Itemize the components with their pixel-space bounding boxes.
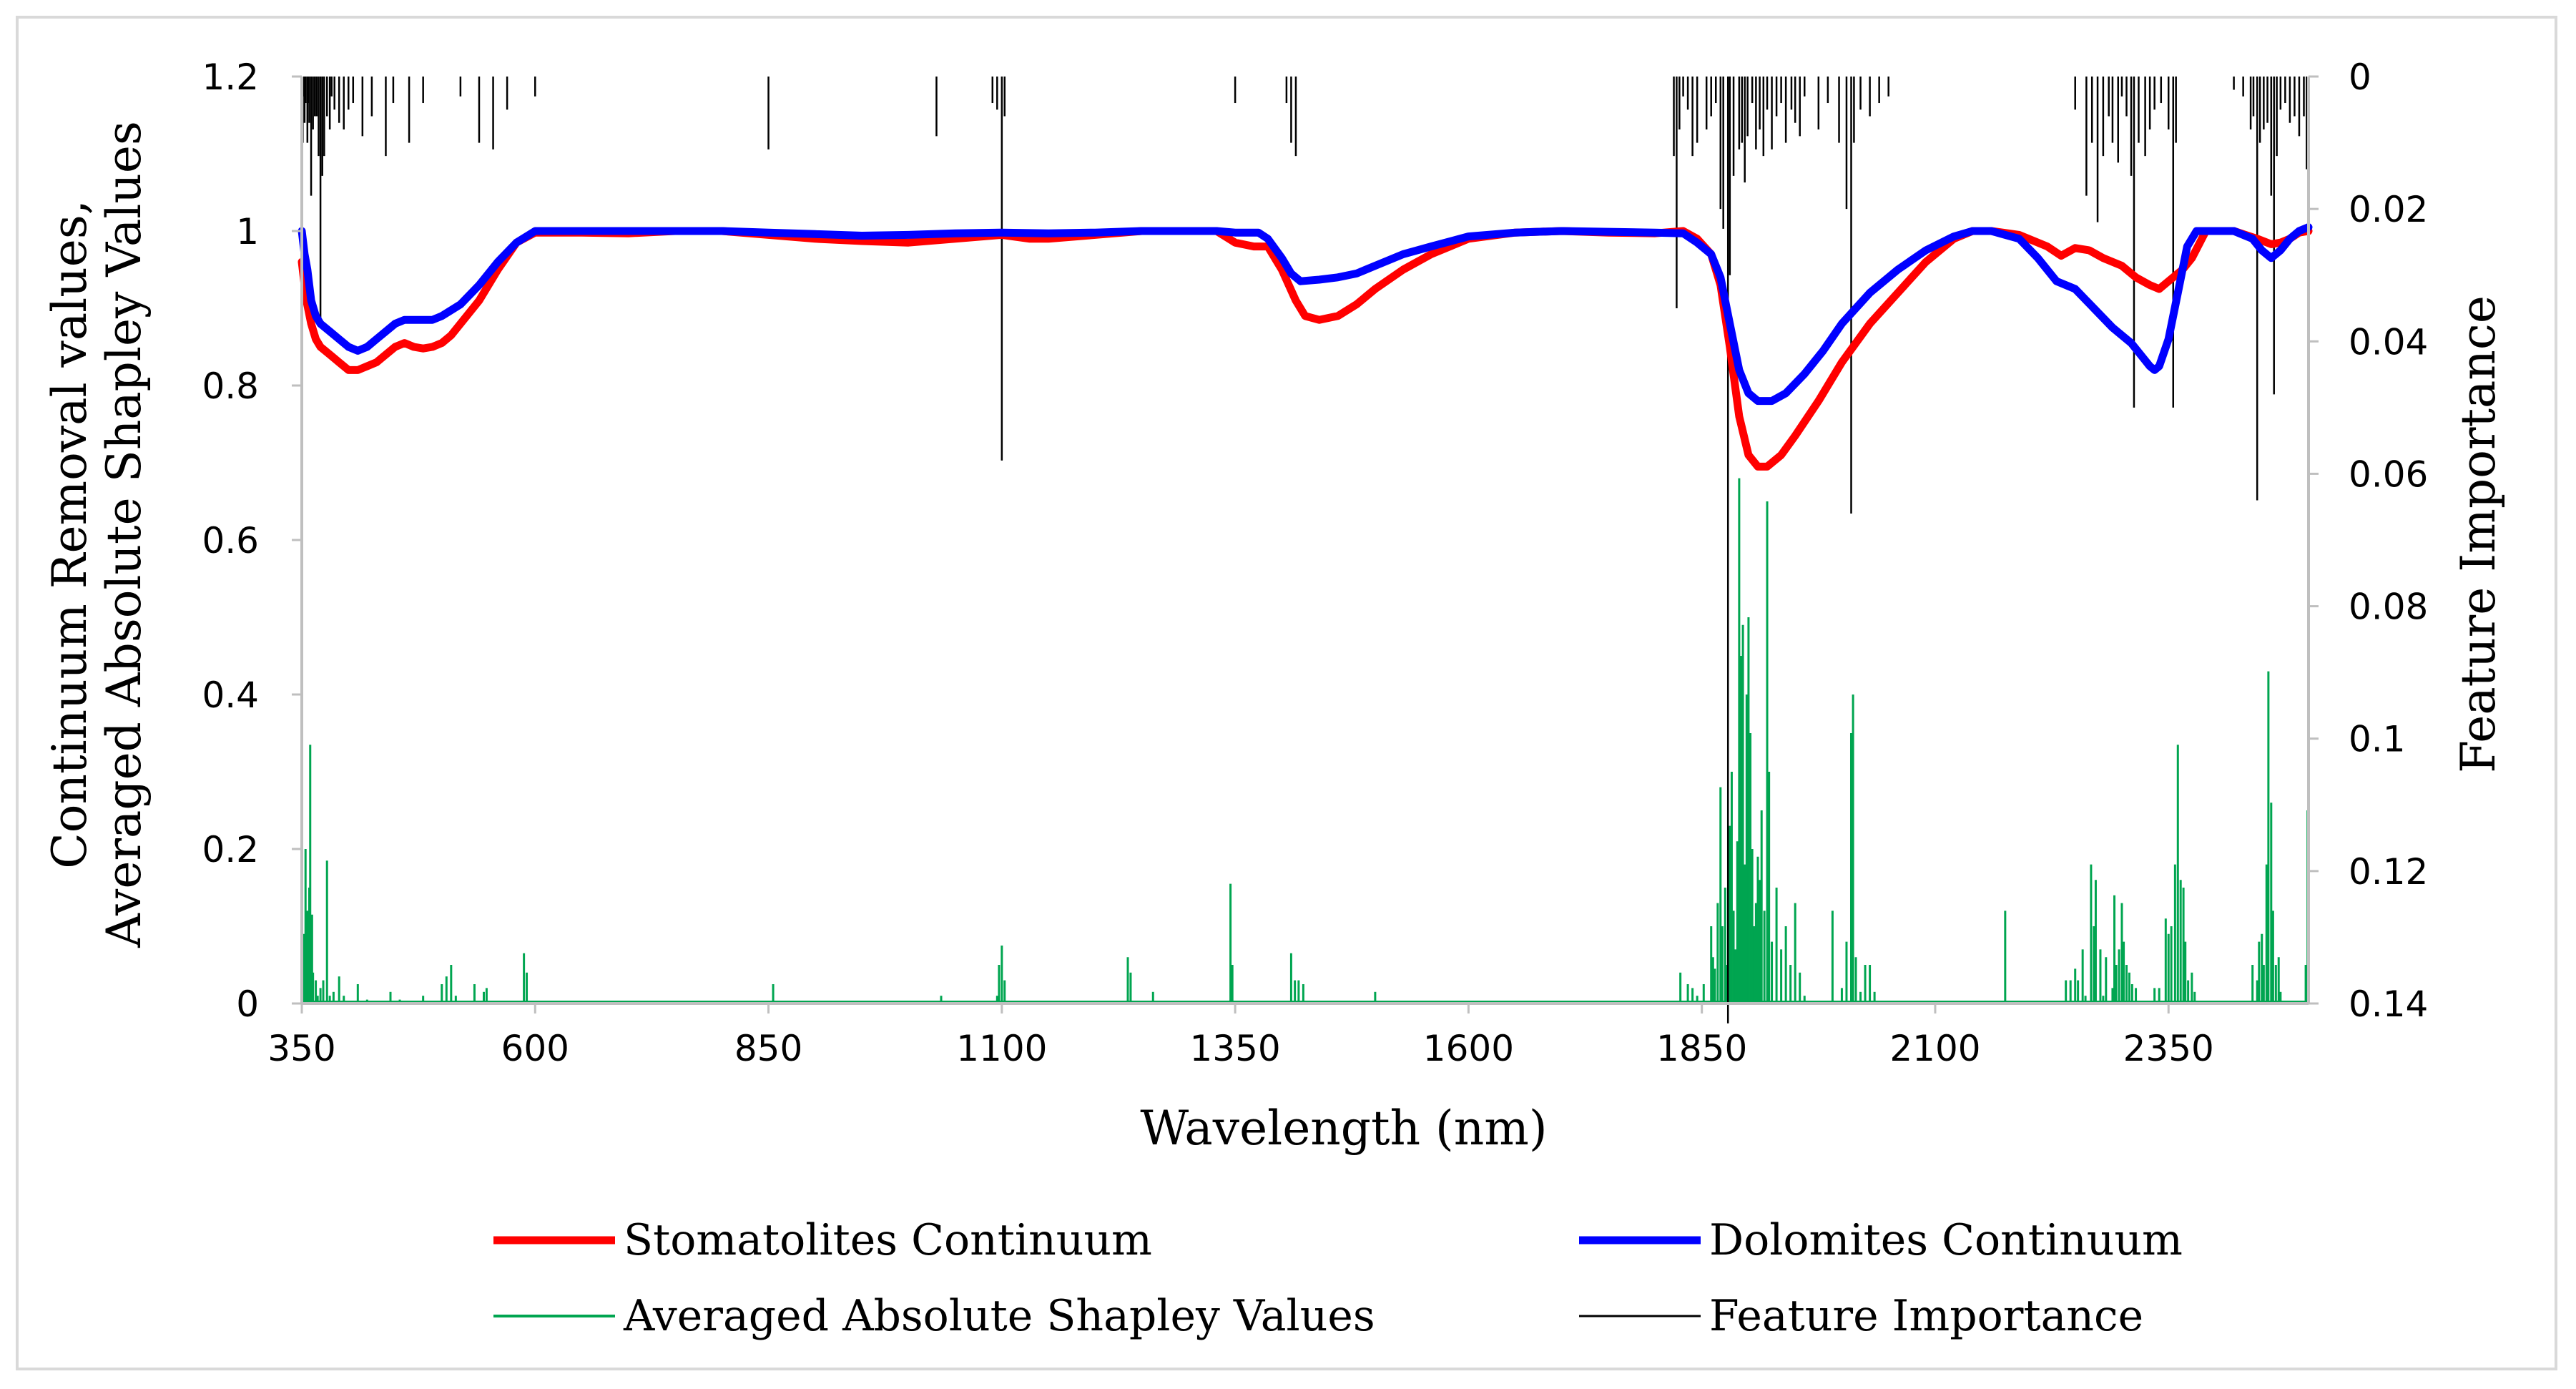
y-tick-label: 1.2 [202,57,259,98]
legend-label-stomatolites: Stomatolites Continuum [624,1215,1152,1265]
y2-tick-label: 0.14 [2349,983,2428,1025]
y-tick-label: 0.4 [202,674,259,716]
y-axis-title-line1: Continuum Removal values, [42,200,97,868]
y-tick-label: 0 [236,983,259,1025]
y2-tick-label: 0.12 [2349,851,2428,893]
y2-tick-label: 0.08 [2349,586,2428,628]
y2-tick-label: 0.1 [2349,719,2406,760]
y-tick-label: 0.8 [202,365,259,407]
legend: Stomatolites Continuum Dolomites Continu… [493,1215,2183,1341]
shapley-series [302,478,2310,1003]
x-axis-title: Wavelength (nm) [1140,1101,1547,1156]
dolomites-continuum-line [298,223,2313,406]
y-axis-title-line2: Averaged Absolute Shapley Values [97,121,152,948]
x-tick-label: 850 [734,1028,802,1069]
x-tick-label: 2100 [1889,1028,1980,1069]
chart-frame [16,16,2557,1370]
x-tick-label: 2350 [2123,1028,2214,1069]
x-tick-label: 600 [501,1028,569,1069]
continuum-series [298,223,2313,471]
y-tick-label: 0.2 [202,829,259,870]
y2-axis-title: Feature Importance [2451,295,2506,773]
legend-label-shapley: Averaged Absolute Shapley Values [623,1291,1375,1341]
x-tick-label: 1100 [956,1028,1047,1069]
legend-label-dolomites: Dolomites Continuum [1709,1215,2183,1265]
y2-tick-label: 0.06 [2349,453,2428,495]
x-tick-label: 350 [267,1028,335,1069]
stomatolites-continuum-line [298,227,2313,471]
legend-label-feature-importance: Feature Importance [1709,1291,2143,1341]
feature-importance-series [302,77,2308,1024]
y2-tick-label: 0.04 [2349,321,2428,363]
y2-tick-label: 0.02 [2349,189,2428,230]
y2-tick-label: 0 [2349,57,2371,98]
axes: 350 600 850 1100 1350 1600 1850 2100 2350 0 0.2 0.4… [202,57,2428,1069]
x-tick-label: 1850 [1656,1028,1747,1069]
y-tick-label: 0.6 [202,520,259,561]
x-tick-label: 1350 [1189,1028,1280,1069]
y-tick-label: 1 [236,211,259,252]
x-tick-label: 1600 [1423,1028,1514,1069]
